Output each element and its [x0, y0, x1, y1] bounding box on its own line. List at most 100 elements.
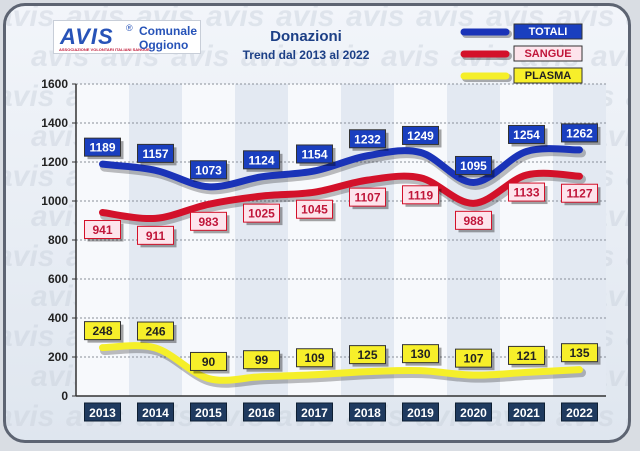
data-label-box-sangue [561, 183, 598, 203]
data-label-totali: 1073 [195, 163, 222, 177]
x-tick-label: 2013 [89, 406, 116, 420]
data-label-plasma: 248 [92, 324, 112, 338]
y-tick-label: 800 [48, 233, 68, 247]
data-label-box-sangue [349, 187, 386, 207]
data-label-plasma: 125 [357, 348, 377, 362]
x-tick-box [508, 402, 545, 422]
data-label-sangue: 911 [146, 229, 166, 243]
data-label-box-plasma [296, 348, 333, 368]
logo-wordmark: AVIS [60, 24, 114, 49]
data-label-box-totali [84, 137, 121, 157]
x-tick-label: 2021 [513, 406, 540, 420]
data-label-totali: 1095 [460, 159, 487, 173]
logo-line-oggiono: Oggiono [139, 38, 189, 52]
legend-box-totali [513, 23, 583, 40]
x-tick-box [455, 402, 492, 422]
x-tick-label: 2022 [566, 406, 593, 420]
data-label-box-sangue [243, 203, 280, 223]
series-line-totali [99, 145, 583, 191]
x-tick-label: 2015 [195, 406, 222, 420]
y-tick-label: 0 [61, 389, 68, 403]
legend-box-sangue [513, 45, 583, 62]
data-label-totali: 1154 [301, 147, 327, 161]
data-label-box-totali [508, 124, 545, 144]
chart-subtitle: Trend dal 2013 al 2022 [242, 48, 370, 62]
y-tick-label: 400 [48, 311, 68, 325]
chart-title: Donazioni [270, 28, 342, 45]
logo-line-comunale: Comunale [139, 24, 198, 38]
x-tick-label: 2020 [460, 406, 487, 420]
data-label-totali: 1124 [248, 153, 274, 167]
data-label-sangue: 1107 [354, 191, 380, 205]
data-label-plasma: 130 [410, 347, 430, 361]
data-label-box-sangue [137, 225, 174, 245]
logo-registered-mark: ® [126, 23, 133, 33]
data-label-box-totali [190, 160, 227, 180]
avis-logo: AVIS ® ASSOCIAZIONE VOLONTARI ITALIANI S… [53, 20, 201, 54]
x-tick-box [296, 402, 333, 422]
data-label-sangue: 988 [463, 214, 483, 228]
x-tick-box [561, 402, 598, 422]
data-label-box-plasma [243, 350, 280, 370]
data-label-box-totali [243, 150, 280, 170]
y-tick-label: 1200 [41, 155, 68, 169]
data-label-totali: 1254 [513, 128, 540, 142]
data-label-plasma: 107 [463, 352, 483, 366]
data-label-sangue: 1127 [566, 187, 592, 201]
data-label-sangue: 983 [198, 215, 218, 229]
data-label-sangue: 1025 [248, 207, 275, 221]
x-tick-box [190, 402, 227, 422]
data-label-totali: 1189 [89, 141, 115, 155]
data-label-box-totali [296, 144, 333, 164]
legend-label-sangue: SANGUE [524, 48, 571, 60]
legend-box-plasma [513, 67, 583, 84]
x-tick-box [349, 402, 386, 422]
data-label-plasma: 121 [516, 349, 536, 363]
x-tick-box [84, 402, 121, 422]
logo-tagline: ASSOCIAZIONE VOLONTARI ITALIANI SANGUE [59, 47, 150, 52]
data-label-box-totali [349, 129, 386, 149]
data-label-box-sangue [84, 220, 121, 240]
data-label-sangue: 941 [92, 223, 112, 237]
x-tick-box [402, 402, 439, 422]
series-line-plasma [99, 342, 583, 384]
y-tick-label: 1600 [41, 77, 68, 91]
data-label-box-plasma [349, 345, 386, 365]
data-label-sangue: 1045 [301, 203, 328, 217]
data-label-box-sangue [455, 210, 492, 230]
y-tick-label: 200 [48, 350, 68, 364]
data-label-box-totali [455, 155, 492, 175]
data-label-sangue: 1133 [513, 186, 539, 200]
data-label-box-sangue [296, 199, 333, 219]
data-label-totali: 1249 [407, 129, 434, 143]
data-label-box-plasma [455, 348, 492, 368]
data-label-plasma: 99 [255, 353, 269, 367]
data-label-box-plasma [190, 351, 227, 371]
data-label-box-plasma [84, 321, 121, 341]
x-tick-label: 2016 [248, 406, 275, 420]
data-label-box-totali [137, 143, 174, 163]
x-tick-box [243, 402, 280, 422]
line-chart: 0 200 400 600 800 1000 1200 1400 1600 2013 2014 201… [41, 23, 606, 422]
data-label-plasma: 90 [202, 355, 216, 369]
data-label-box-totali [561, 123, 598, 143]
data-label-box-plasma [137, 321, 174, 341]
legend-label-totali: TOTALI [529, 26, 568, 38]
x-tick-label: 2019 [407, 406, 434, 420]
data-label-totali: 1157 [142, 147, 168, 161]
data-label-sangue: 1119 [408, 188, 434, 202]
y-tick-label: 1000 [41, 194, 68, 208]
x-tick-label: 2014 [142, 406, 169, 420]
x-tick-label: 2017 [301, 406, 328, 420]
data-label-plasma: 246 [145, 325, 165, 339]
y-tick-label: 1400 [41, 116, 68, 130]
data-label-box-sangue [402, 185, 439, 205]
data-label-plasma: 109 [304, 351, 324, 365]
x-tick-label: 2018 [354, 406, 381, 420]
x-tick-box [137, 402, 174, 422]
chart-frame: avisavisavisavisavisavisavisavisavisavis… [3, 3, 631, 443]
data-label-totali: 1232 [354, 132, 381, 146]
legend-label-plasma: PLASMA [525, 70, 572, 82]
data-label-box-plasma [508, 345, 545, 365]
data-label-totali: 1262 [566, 126, 593, 140]
